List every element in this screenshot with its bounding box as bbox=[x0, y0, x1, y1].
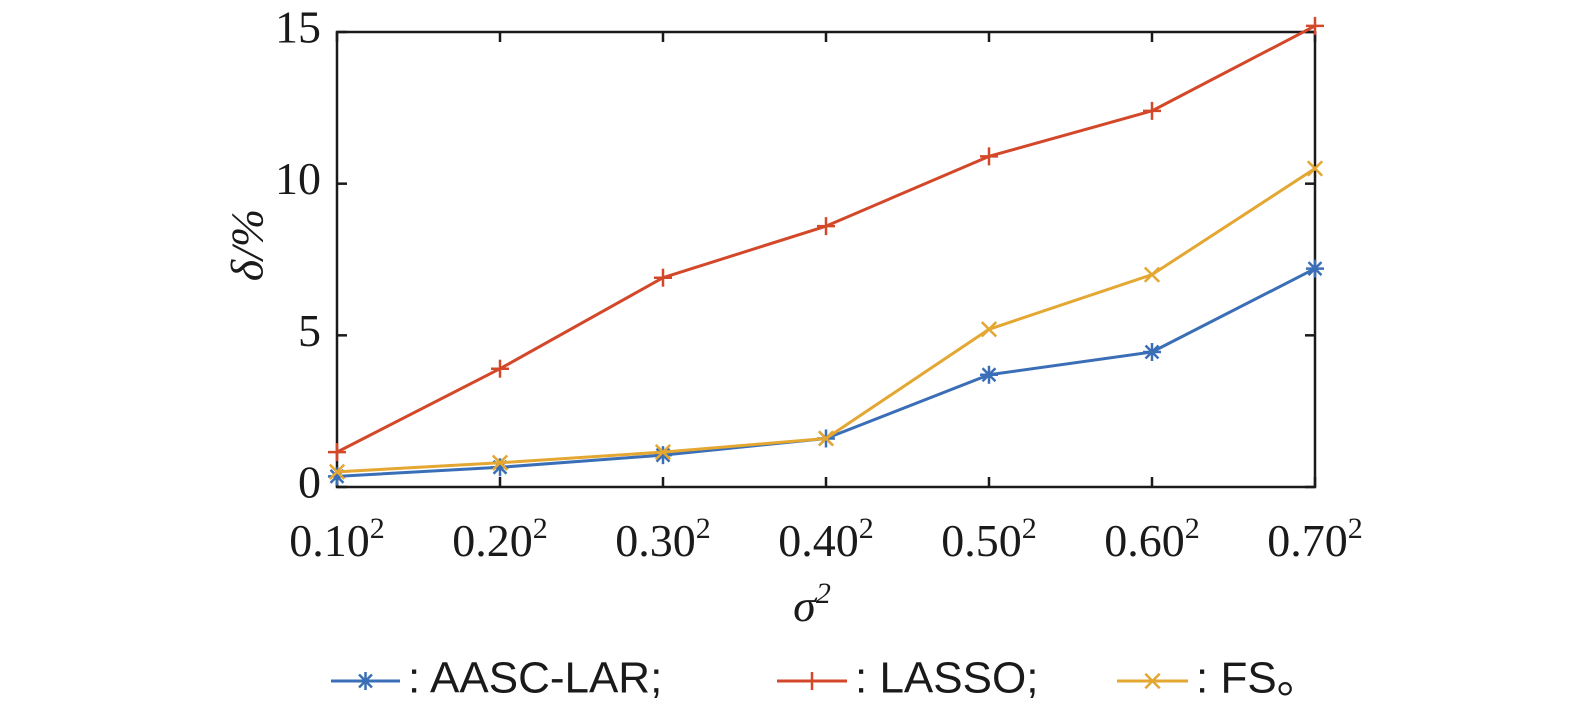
x-tick-label: 0.402 bbox=[778, 512, 874, 566]
data-point bbox=[1143, 101, 1161, 120]
series-2 bbox=[328, 16, 1324, 462]
data-point bbox=[817, 217, 835, 236]
data-point bbox=[980, 321, 998, 338]
x-axis: 0.102 0.202 0.302 0.402 0.502 0.602 0.702 bbox=[289, 32, 1363, 566]
data-point bbox=[654, 444, 672, 461]
data-point bbox=[1306, 259, 1324, 278]
series-line bbox=[336, 167, 1316, 474]
series-3 bbox=[328, 160, 1324, 480]
y-tick-label: 5 bbox=[298, 305, 321, 356]
legend-marker bbox=[1144, 672, 1161, 690]
legend-marker bbox=[803, 672, 821, 690]
y-tick-label: 0 bbox=[298, 457, 321, 508]
legend-label: : FS。 bbox=[1196, 654, 1321, 703]
series-layer bbox=[328, 16, 1324, 486]
legend-item: : AASC-LAR; bbox=[331, 654, 662, 703]
series-line bbox=[336, 24, 1316, 454]
data-point bbox=[1306, 160, 1324, 177]
data-point bbox=[328, 443, 346, 462]
data-point bbox=[328, 463, 346, 480]
data-point bbox=[1306, 16, 1324, 35]
data-point bbox=[980, 365, 998, 384]
data-point bbox=[491, 454, 509, 471]
legend-marker bbox=[356, 672, 375, 690]
data-point bbox=[1143, 266, 1161, 283]
x-axis-label: σ2 bbox=[793, 577, 831, 631]
x-tick-label: 0.602 bbox=[1104, 512, 1200, 566]
data-point bbox=[491, 359, 509, 378]
data-point bbox=[654, 446, 672, 465]
legend-item: : FS。 bbox=[1117, 654, 1321, 703]
legend-item: : LASSO; bbox=[777, 654, 1038, 703]
data-point bbox=[980, 147, 998, 166]
data-point bbox=[654, 268, 672, 287]
y-axis: 0 5 10 15 bbox=[275, 2, 1315, 508]
x-tick-label: 0.502 bbox=[941, 512, 1037, 566]
x-tick-label: 0.302 bbox=[615, 512, 711, 566]
legend-label: : LASSO; bbox=[855, 654, 1038, 703]
y-tick-label: 10 bbox=[275, 153, 321, 204]
legend: : AASC-LAR; : LASSO; : FS。 bbox=[331, 654, 1321, 703]
data-point bbox=[817, 430, 835, 447]
legend-label: : AASC-LAR; bbox=[408, 654, 662, 703]
data-point bbox=[1143, 343, 1161, 362]
x-tick-label: 0.202 bbox=[452, 512, 548, 566]
series-1 bbox=[328, 259, 1324, 486]
y-axis-label: δ/% bbox=[222, 209, 273, 281]
y-tick-label: 15 bbox=[275, 2, 321, 53]
plot-frame bbox=[335, 30, 1317, 489]
x-tick-label: 0.702 bbox=[1267, 512, 1363, 566]
x-tick-label: 0.102 bbox=[289, 512, 385, 566]
